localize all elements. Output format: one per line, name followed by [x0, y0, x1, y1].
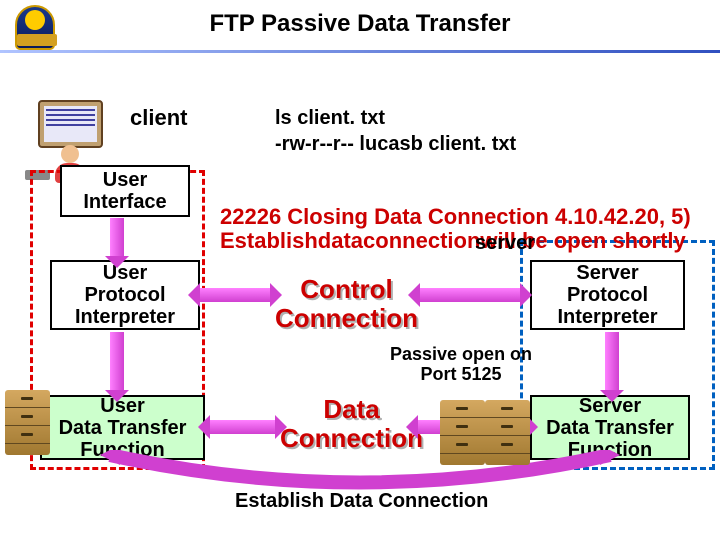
arrow-control-right: [420, 288, 520, 302]
arrow-upi-to-udtf: [110, 332, 124, 392]
file-cabinet-icon: [485, 400, 530, 465]
user-interface-label: User Interface: [83, 169, 166, 213]
arrow-data-left: [210, 420, 275, 434]
file-cabinet-icon: [5, 390, 50, 455]
user-protocol-label: User Protocol Interpreter: [75, 262, 175, 328]
control-connection-label: Control Connection: [275, 275, 418, 332]
header-divider: [0, 50, 720, 53]
screen-icon: [44, 106, 97, 142]
server-protocol-box: Server Protocol Interpreter: [530, 260, 685, 330]
user-protocol-box: User Protocol Interpreter: [50, 260, 200, 330]
server-label: server: [475, 232, 535, 255]
client-label: client: [130, 105, 187, 131]
user-interface-box: User Interface: [60, 165, 190, 217]
monitor-icon: [38, 100, 103, 148]
client-computer-icon: [15, 100, 125, 175]
ls-output: ls client. txt -rw-r--r-- lucasb client.…: [275, 105, 516, 157]
establish-arc: [100, 450, 620, 500]
file-cabinet-icon: [440, 400, 485, 465]
ftp-message-overlay: 22226 Closing Data Connection 4.10.42.20…: [220, 205, 720, 253]
passive-open-label: Passive open on Port 5125: [390, 345, 532, 385]
arrow-spi-to-sdtf: [605, 332, 619, 392]
data-connection-label: Data Connection: [280, 395, 423, 452]
arrow-control-left: [200, 288, 270, 302]
ls-output-line2: -rw-r--r-- lucasb client. txt: [275, 131, 516, 157]
page-title: FTP Passive Data Transfer: [0, 10, 720, 38]
server-protocol-label: Server Protocol Interpreter: [557, 262, 657, 328]
ls-output-line1: ls client. txt: [275, 105, 516, 131]
arrow-ui-to-upi: [110, 218, 124, 258]
